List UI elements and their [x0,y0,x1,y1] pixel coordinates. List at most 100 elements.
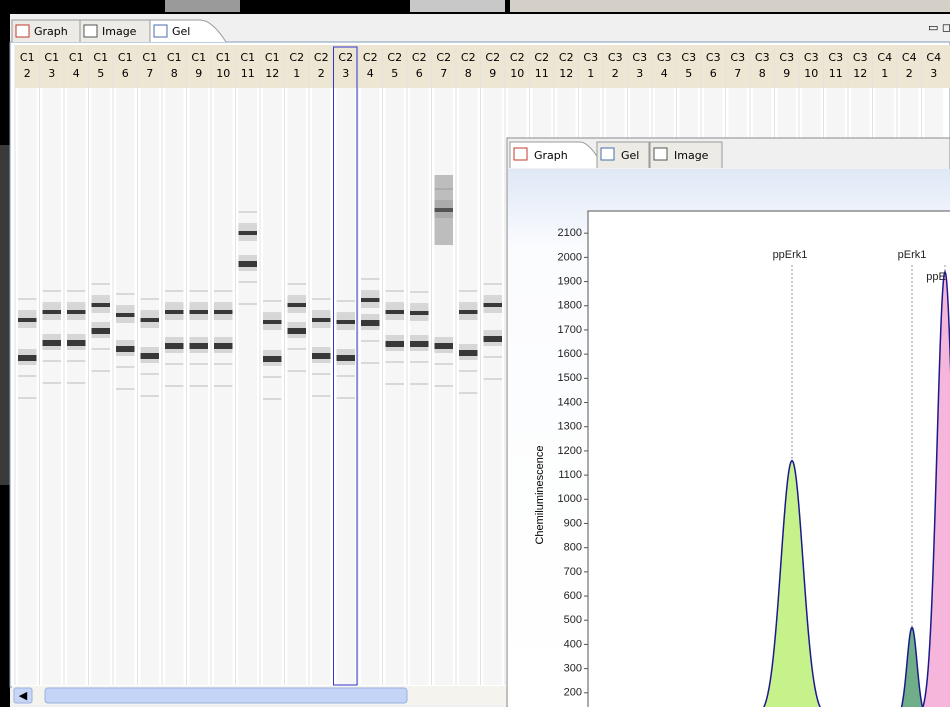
faint-band [116,366,135,368]
faint-band [92,370,111,372]
faint-band [92,283,111,285]
lane[interactable] [459,88,478,685]
lane[interactable] [92,88,111,685]
faint-band [67,360,86,362]
band [116,346,135,352]
lane[interactable] [263,88,282,685]
faint-band [116,293,135,295]
faint-band [141,298,160,300]
lane-col: 1 [293,67,300,80]
lane-row: C1 [93,51,108,64]
faint-band [263,312,282,314]
lane-row: C2 [485,51,500,64]
faint-band [165,385,184,387]
lane-row: C2 [338,51,353,64]
lane[interactable] [386,88,405,685]
lane-col: 1 [587,67,594,80]
lane-col: 2 [318,67,325,80]
lane-col: 3 [48,67,55,80]
lane-row: C1 [20,51,35,64]
tab-icon [16,25,29,37]
band [239,231,258,235]
faint-band [67,302,86,304]
lane-col: 7 [440,67,447,80]
faint-band [239,223,258,225]
lane[interactable] [141,88,160,685]
faint-band [337,397,356,399]
lane[interactable] [116,88,135,685]
faint-band [361,290,380,292]
band [190,310,209,314]
band [214,343,233,349]
lane[interactable] [312,88,331,685]
faint-band [214,363,233,365]
lane-col: 9 [783,67,790,80]
lane[interactable] [239,88,258,685]
band [67,340,86,346]
lane-col: 12 [559,67,573,80]
faint-band [337,300,356,302]
faint-band [43,302,62,304]
peak-label: pErk1 [898,249,927,261]
lane-row: C3 [706,51,721,64]
tab-label[interactable]: Graph [534,149,568,162]
lane[interactable] [337,88,356,685]
band [484,336,503,342]
lane-row: C2 [436,51,451,64]
faint-band [116,388,135,390]
tab-label[interactable]: Gel [621,149,639,162]
tab-label[interactable]: Graph [34,25,68,38]
scroll-thumb[interactable] [45,688,407,703]
faint-band [484,378,503,380]
lane-col: 2 [906,67,913,80]
lane-col: 6 [710,67,717,80]
faint-band [239,303,258,305]
lane-col: 6 [122,67,129,80]
window-controls[interactable]: ▭ ◻ [928,21,950,34]
lane-row: C3 [828,51,843,64]
y-axis-label: Chemiluminescence [534,445,546,544]
lane-row: C2 [534,51,549,64]
lane[interactable] [484,88,503,685]
screen: GraphImageGel C12C13C14C15C16C17C18C19C1… [0,0,950,707]
faint-band [459,370,478,372]
lane-row: C2 [412,51,427,64]
band [263,320,282,324]
band [18,355,37,361]
band [337,355,356,361]
bg-window [510,0,950,12]
lane[interactable] [18,88,37,685]
lane-col: 8 [171,67,178,80]
lane-row: C3 [657,51,672,64]
tab-label[interactable]: Image [674,149,709,162]
y-tick-label: 900 [564,517,582,529]
lane-col: 8 [465,67,472,80]
lane[interactable] [361,88,380,685]
tab-label[interactable]: Gel [172,25,190,38]
faint-band [263,300,282,302]
faint-band [116,305,135,307]
faint-band [435,363,454,365]
lane[interactable] [288,88,307,685]
bg-window [0,145,10,485]
lane-row: C3 [853,51,868,64]
lane[interactable] [43,88,62,685]
graph-tabs: Graph Gel Image [510,142,722,168]
lane-col: 11 [535,67,549,80]
lane[interactable] [410,88,429,685]
lane-row: C1 [240,51,255,64]
plot-area [588,211,950,707]
band [92,328,111,334]
band [43,310,62,314]
faint-band [361,340,380,342]
faint-band [361,278,380,280]
faint-band [263,398,282,400]
lane-row: C1 [44,51,59,64]
faint-band [165,363,184,365]
faint-band [410,303,429,305]
tab-label[interactable]: Image [102,25,137,38]
faint-band [337,312,356,314]
band [116,313,135,317]
lane[interactable] [67,88,86,685]
band [165,343,184,349]
